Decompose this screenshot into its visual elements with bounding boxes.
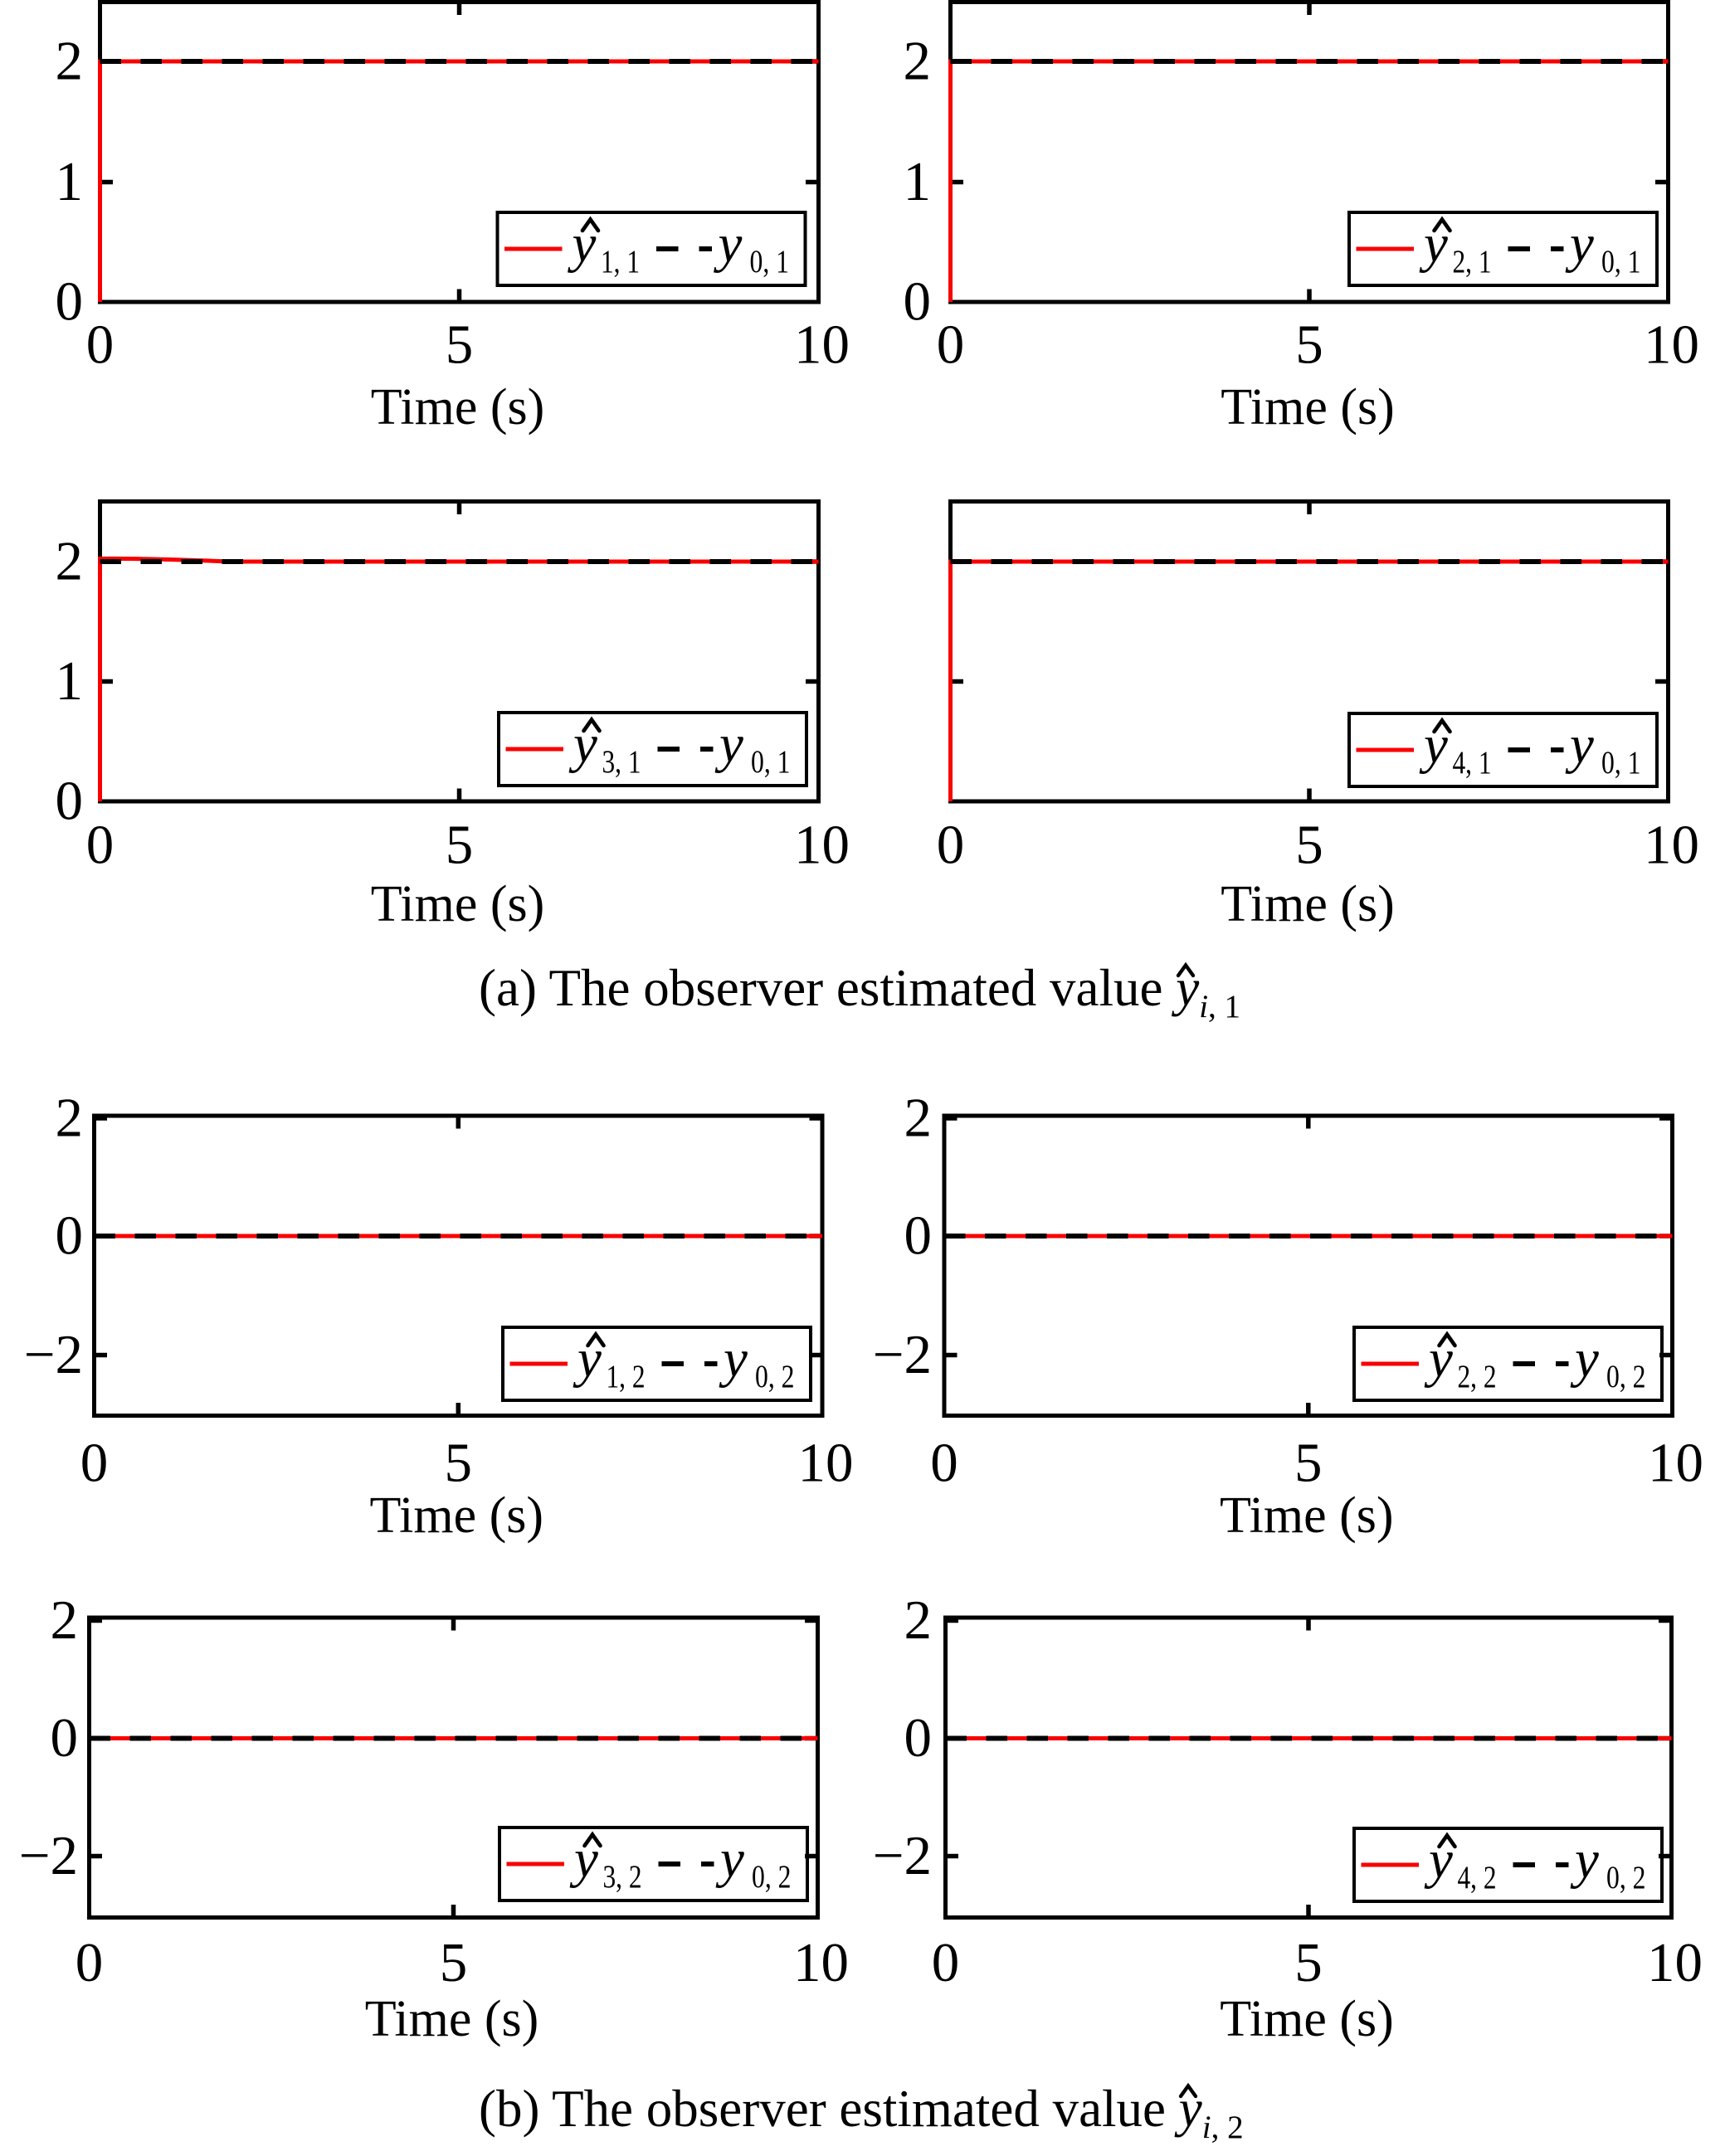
svg-text:10: 10	[793, 1932, 849, 1993]
svg-text:0, 1: 0, 1	[1601, 244, 1641, 280]
svg-text:0, 2: 0, 2	[755, 1359, 795, 1394]
svg-text:1, 2: 1, 2	[607, 1359, 646, 1394]
svg-text:3, 1: 3, 1	[602, 744, 641, 780]
svg-text:5: 5	[1295, 815, 1323, 876]
svg-text:2: 2	[904, 31, 932, 92]
svg-text:5: 5	[1295, 314, 1323, 376]
svg-text:10: 10	[1644, 314, 1699, 376]
svg-text:0: 0	[86, 314, 115, 376]
svg-text:0: 0	[56, 1205, 84, 1267]
svg-text:−2: −2	[19, 1825, 78, 1886]
svg-text:Time (s): Time (s)	[1221, 876, 1395, 932]
svg-text:0: 0	[904, 1707, 933, 1769]
svg-text:0: 0	[904, 271, 932, 333]
svg-text:y: y	[1565, 715, 1594, 775]
svg-text:−2: −2	[24, 1324, 83, 1385]
svg-text:2: 2	[56, 531, 84, 592]
svg-text:1: 1	[904, 151, 932, 212]
svg-text:Time (s): Time (s)	[1220, 1991, 1394, 2047]
svg-text:5: 5	[440, 1932, 468, 1993]
svg-text:−2: −2	[873, 1825, 932, 1886]
svg-text:0: 0	[904, 1205, 933, 1267]
svg-text:0: 0	[76, 1932, 104, 1993]
svg-text:−2: −2	[873, 1324, 932, 1385]
svg-text:5: 5	[445, 1433, 473, 1494]
svg-text:2, 2: 2, 2	[1458, 1359, 1497, 1394]
svg-text:0: 0	[937, 815, 965, 876]
svg-text:y: y	[714, 714, 743, 774]
svg-text:Time (s): Time (s)	[371, 876, 545, 932]
svg-text:Time (s): Time (s)	[371, 379, 545, 436]
svg-text:2: 2	[56, 1088, 84, 1149]
svg-text:1, 1: 1, 1	[601, 244, 640, 280]
svg-text:0: 0	[86, 815, 115, 876]
svg-text:0: 0	[80, 1433, 109, 1494]
svg-text:10: 10	[794, 314, 850, 376]
svg-text:0: 0	[930, 1433, 958, 1494]
svg-text:0: 0	[937, 314, 965, 376]
svg-text:0, 1: 0, 1	[1601, 745, 1641, 781]
svg-text:4, 2: 4, 2	[1458, 1860, 1497, 1896]
svg-text:10: 10	[794, 815, 850, 876]
svg-text:0: 0	[56, 271, 84, 333]
svg-text:10: 10	[1647, 1932, 1703, 1993]
svg-text:5: 5	[446, 815, 474, 876]
svg-text:2: 2	[51, 1589, 79, 1651]
svg-text:0, 2: 0, 2	[1606, 1359, 1646, 1394]
svg-text:Time (s): Time (s)	[1221, 379, 1395, 436]
svg-text:5: 5	[446, 314, 474, 376]
svg-text:0, 1: 0, 1	[751, 744, 791, 780]
svg-text:2: 2	[904, 1088, 933, 1149]
svg-text:y: y	[714, 214, 743, 274]
svg-text:Time (s): Time (s)	[1220, 1487, 1394, 1544]
svg-text:(b) The observer estimated val: (b) The observer estimated value yi, 2	[479, 2080, 1244, 2145]
svg-text:10: 10	[1644, 815, 1699, 876]
svg-text:0: 0	[56, 771, 84, 832]
svg-text:1: 1	[56, 650, 84, 712]
svg-text:4, 1: 4, 1	[1453, 745, 1492, 781]
svg-text:5: 5	[1294, 1932, 1323, 1993]
svg-text:y: y	[1570, 1329, 1599, 1389]
svg-text:y: y	[715, 1829, 744, 1889]
svg-text:0: 0	[51, 1707, 79, 1769]
svg-text:y: y	[1570, 1830, 1599, 1890]
svg-text:5: 5	[1294, 1433, 1323, 1494]
svg-text:2, 1: 2, 1	[1453, 244, 1492, 280]
svg-text:0, 2: 0, 2	[1606, 1860, 1646, 1896]
svg-text:10: 10	[1648, 1433, 1703, 1494]
svg-text:Time (s): Time (s)	[365, 1991, 539, 2047]
svg-text:y: y	[719, 1329, 748, 1389]
svg-text:0, 1: 0, 1	[750, 244, 790, 280]
svg-text:Time (s): Time (s)	[369, 1487, 543, 1544]
svg-text:2: 2	[904, 1589, 933, 1651]
svg-text:1: 1	[56, 151, 84, 212]
svg-text:0, 2: 0, 2	[752, 1859, 792, 1895]
svg-text:10: 10	[798, 1433, 854, 1494]
svg-text:0: 0	[932, 1932, 960, 1993]
svg-text:3, 2: 3, 2	[603, 1859, 642, 1895]
svg-text:y: y	[1565, 214, 1594, 274]
svg-text:2: 2	[56, 31, 84, 92]
svg-text:(a) The observer estimated val: (a) The observer estimated value yi, 1	[479, 959, 1240, 1024]
